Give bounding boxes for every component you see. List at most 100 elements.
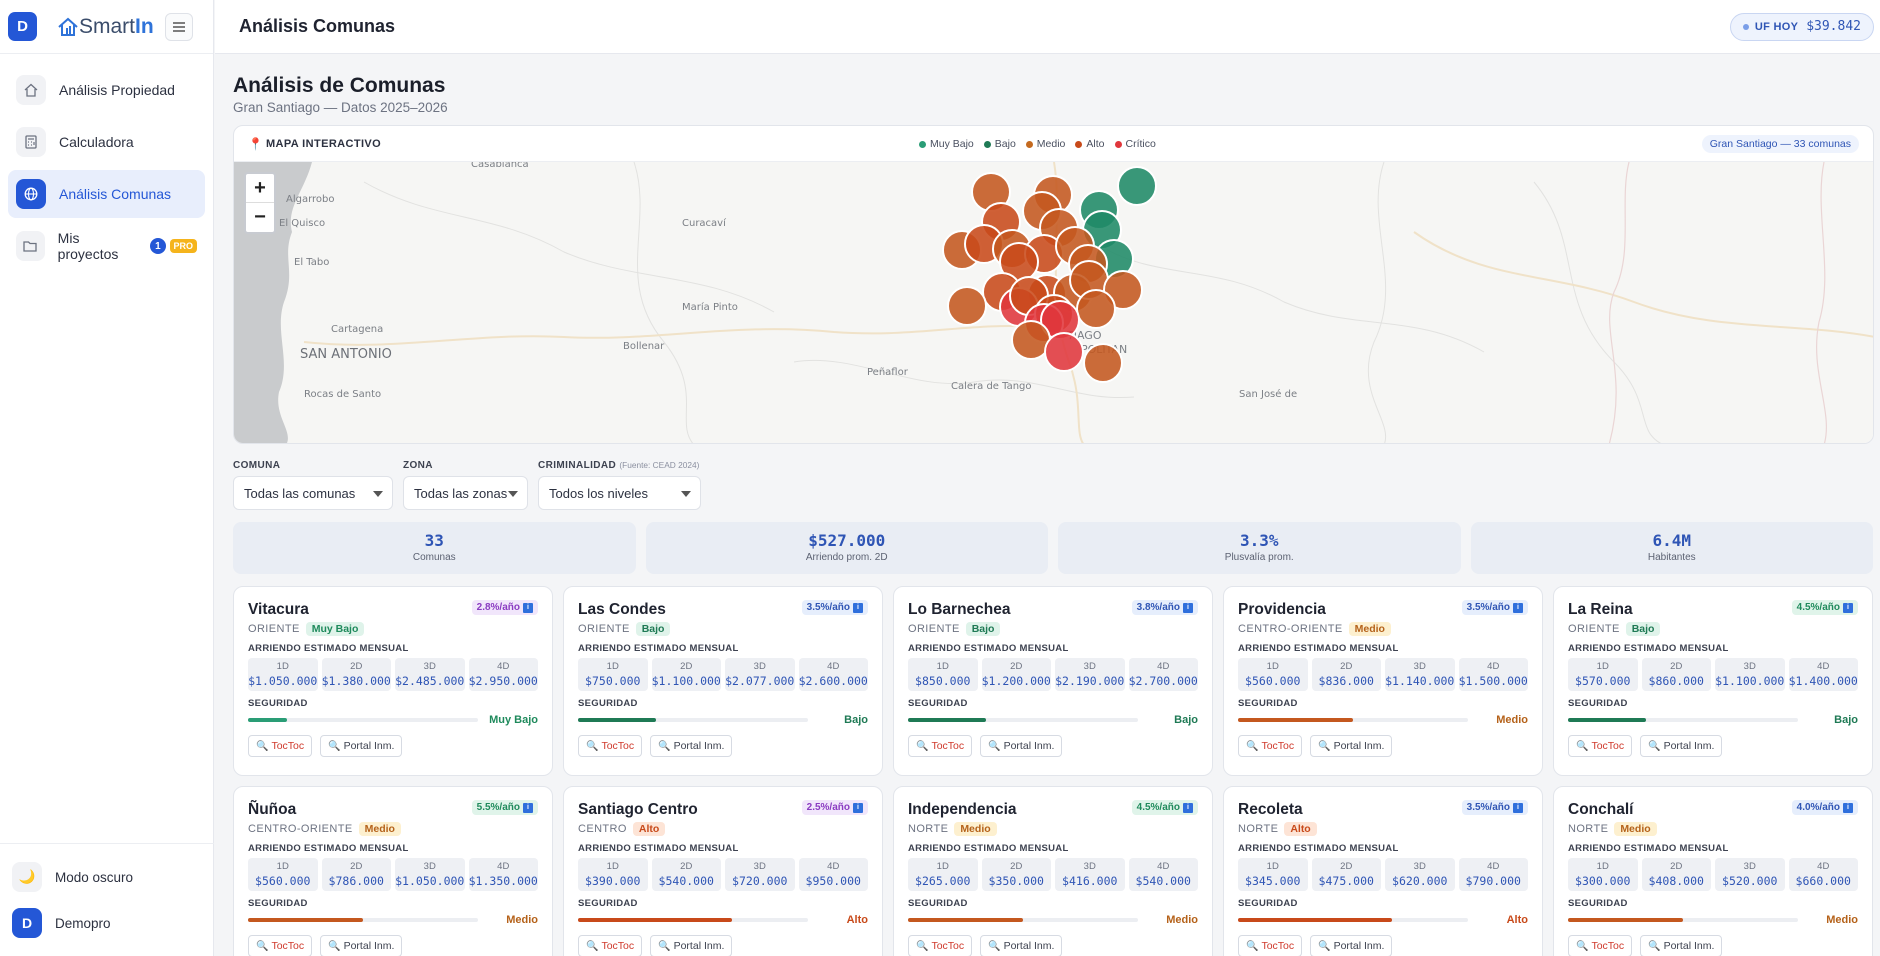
- comuna-marker[interactable]: [947, 286, 987, 326]
- workspace-badge[interactable]: D: [8, 12, 37, 41]
- portal-link[interactable]: 🔍 Portal Inm.: [1640, 735, 1723, 757]
- sidebar-item-mis-proyectos[interactable]: Mis proyectos 1 PRO: [8, 222, 205, 270]
- risk-badge: Medio: [1348, 622, 1391, 636]
- portal-link[interactable]: 🔍 Portal Inm.: [650, 935, 733, 956]
- portal-link[interactable]: 🔍 Portal Inm.: [980, 735, 1063, 757]
- portal-link[interactable]: 🔍 Portal Inm.: [1640, 935, 1723, 956]
- criminalidad-select[interactable]: Todos los niveles: [538, 476, 701, 510]
- portal-link[interactable]: 🔍 Portal Inm.: [650, 735, 733, 757]
- comuna-card[interactable]: Lo Barnechea 3.8%/año i ORIENTE Bajo ARRI…: [893, 586, 1213, 776]
- sidebar-item-analisis-propiedad[interactable]: Análisis Propiedad: [8, 66, 205, 114]
- comuna-marker[interactable]: [1083, 343, 1123, 383]
- comuna-card[interactable]: Ñuñoa 5.5%/año i CENTRO-ORIENTE Medio ARR…: [233, 786, 553, 956]
- rent-value: $1.500.000: [1458, 674, 1528, 688]
- rent-4d: 4D $660.000: [1788, 858, 1858, 891]
- chevron-down-icon: [373, 491, 383, 497]
- growth-badge: 3.5%/año i: [1461, 800, 1528, 815]
- sidebar-item-analisis-comunas[interactable]: Análisis Comunas: [8, 170, 205, 218]
- map-canvas[interactable]: Casablanca Algarrobo El Quisco El Tabo C…: [234, 162, 1874, 444]
- toctoc-link[interactable]: 🔍 TocToc: [1238, 935, 1303, 956]
- rent-key: 3D: [1083, 861, 1096, 872]
- map-place-label: El Tabo: [294, 257, 329, 268]
- comuna-card[interactable]: Independencia 4.5%/año i NORTE Medio ARRI…: [893, 786, 1213, 956]
- calculator-icon: [16, 127, 46, 157]
- rent-key: 2D: [1340, 661, 1353, 672]
- comuna-marker[interactable]: [1076, 289, 1116, 329]
- map-place-label: Curacaví: [682, 217, 727, 229]
- security-level: Medio: [1826, 914, 1858, 926]
- comuna-marker[interactable]: [1044, 332, 1084, 372]
- sidebar-item-label: Mis proyectos: [57, 230, 119, 262]
- page-title: Análisis de Comunas: [233, 74, 446, 97]
- rent-value: $1.380.000: [321, 674, 391, 688]
- stat-habitantes: 6.4M Habitantes: [1470, 522, 1873, 574]
- portal-link[interactable]: 🔍 Portal Inm.: [320, 935, 403, 956]
- comuna-select[interactable]: Todas las comunas: [233, 476, 393, 510]
- interactive-map[interactable]: Casablanca Algarrobo El Quisco El Tabo C…: [234, 162, 1874, 444]
- rent-3d: 3D $1.100.000: [1715, 658, 1785, 691]
- comuna-zone: NORTE: [1238, 823, 1279, 835]
- comuna-name: Lo Barnechea: [908, 601, 1011, 618]
- legend-item-alto: Alto: [1075, 138, 1105, 150]
- portal-link[interactable]: 🔍 Portal Inm.: [1310, 935, 1393, 956]
- legend-label: Crítico: [1125, 138, 1156, 150]
- rent-4d: 4D $2.700.000: [1128, 658, 1198, 691]
- comuna-card[interactable]: La Reina 4.5%/año i ORIENTE Bajo ARRIENDO…: [1553, 586, 1873, 776]
- dark-mode-toggle[interactable]: 🌙 Modo oscuro: [8, 854, 206, 900]
- comuna-card[interactable]: Recoleta 3.5%/año i NORTE Alto ARRIENDO E…: [1223, 786, 1543, 956]
- search-icon: 🔍: [256, 740, 269, 752]
- toctoc-label: TocToc: [601, 740, 635, 752]
- toctoc-link[interactable]: 🔍 TocToc: [908, 735, 973, 757]
- pin-icon: 📍: [248, 136, 263, 151]
- card-links: 🔍 TocToc 🔍 Portal Inm.: [908, 735, 1198, 757]
- hamburger-menu-button[interactable]: [165, 12, 193, 41]
- rent-3d: 3D $2.190.000: [1055, 658, 1125, 691]
- comuna-marker[interactable]: [1117, 166, 1157, 206]
- sidebar: D Smart In Análisis Propiedad Calculadora…: [0, 0, 214, 956]
- rent-section-label: ARRIENDO ESTIMADO MENSUAL: [1238, 643, 1399, 654]
- toctoc-link[interactable]: 🔍 TocToc: [578, 735, 643, 757]
- security-level: Muy Bajo: [489, 714, 538, 726]
- search-icon: 🔍: [256, 940, 269, 952]
- zoom-in-button[interactable]: +: [246, 174, 274, 203]
- rent-4d: 4D $790.000: [1458, 858, 1528, 891]
- growth-badge: 2.8%/año i: [471, 600, 538, 615]
- zona-select[interactable]: Todas las zonas: [403, 476, 528, 510]
- portal-link[interactable]: 🔍 Portal Inm.: [320, 735, 403, 757]
- growth-value: 4.5%/año: [1796, 602, 1840, 613]
- portal-label: Portal Inm.: [673, 740, 725, 752]
- rent-value: $1.350.000: [468, 874, 538, 888]
- hamburger-icon: [173, 21, 185, 32]
- portal-link[interactable]: 🔍 Portal Inm.: [980, 935, 1063, 956]
- stat-arriendo: $527.000 Arriendo prom. 2D: [645, 522, 1048, 574]
- comuna-card[interactable]: Las Condes 3.5%/año i ORIENTE Bajo ARRIEN…: [563, 586, 883, 776]
- rent-prices: 1D $265.000 2D $350.000 3D $416.000 4D $540.…: [908, 858, 1198, 891]
- toctoc-link[interactable]: 🔍 TocToc: [248, 935, 313, 956]
- sidebar-item-calculadora[interactable]: Calculadora: [8, 118, 205, 166]
- rent-2d: 2D $540.000: [651, 858, 721, 891]
- toctoc-link[interactable]: 🔍 TocToc: [248, 735, 313, 757]
- comuna-card[interactable]: Providencia 3.5%/año i CENTRO-ORIENTE Med…: [1223, 586, 1543, 776]
- toctoc-link[interactable]: 🔍 TocToc: [908, 935, 973, 956]
- search-icon: 🔍: [1246, 740, 1259, 752]
- toctoc-link[interactable]: 🔍 TocToc: [1568, 735, 1633, 757]
- rent-key: 3D: [1413, 861, 1426, 872]
- logo[interactable]: Smart In: [57, 15, 154, 39]
- portal-link[interactable]: 🔍 Portal Inm.: [1310, 735, 1393, 757]
- security-bar-fill: [1568, 718, 1647, 722]
- search-icon: 🔍: [586, 740, 599, 752]
- search-icon: 🔍: [658, 740, 671, 752]
- rent-2d: 2D $786.000: [321, 858, 391, 891]
- comuna-card[interactable]: Santiago Centro 2.5%/año i CENTRO Alto AR…: [563, 786, 883, 956]
- growth-value: 4.0%/año: [1796, 802, 1840, 813]
- toctoc-link[interactable]: 🔍 TocToc: [578, 935, 643, 956]
- comuna-card[interactable]: Conchalí 4.0%/año i NORTE Medio ARRIENDO …: [1553, 786, 1873, 956]
- toctoc-link[interactable]: 🔍 TocToc: [1238, 735, 1303, 757]
- toctoc-link[interactable]: 🔍 TocToc: [1568, 935, 1633, 956]
- security-bar: [908, 918, 1138, 922]
- comuna-card[interactable]: Vitacura 2.8%/año i ORIENTE Muy Bajo ARRI…: [233, 586, 553, 776]
- user-profile[interactable]: D Demopro: [8, 900, 206, 946]
- comuna-name: Recoleta: [1238, 801, 1303, 818]
- zoom-out-button[interactable]: −: [254, 206, 266, 228]
- security-section-label: SEGURIDAD: [248, 898, 308, 909]
